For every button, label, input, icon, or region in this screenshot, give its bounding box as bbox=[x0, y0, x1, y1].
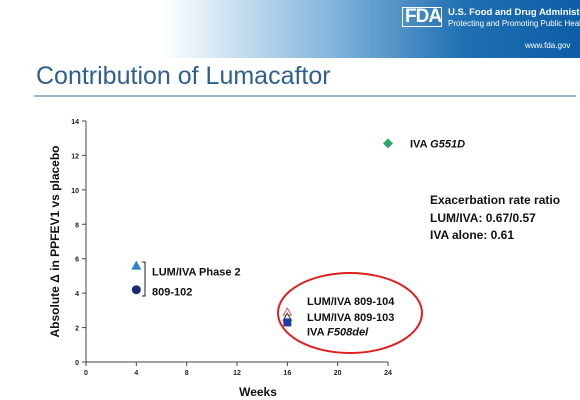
y-tick-label: 8 bbox=[75, 222, 79, 229]
annotation-part: LUM/IVA 809-104 bbox=[307, 296, 395, 308]
phase2-bracket bbox=[142, 261, 146, 297]
y-tick-label: 6 bbox=[75, 257, 79, 264]
agency-url[interactable]: www.fda.gov bbox=[525, 41, 571, 50]
x-tick-label: 20 bbox=[334, 370, 342, 377]
data-point-diamond bbox=[383, 138, 393, 149]
annotation-c103: LUM/IVA 809-103 bbox=[307, 312, 394, 324]
y-tick-label: 0 bbox=[75, 360, 79, 367]
data-point-square bbox=[283, 318, 292, 327]
fda-logo-frame bbox=[402, 7, 442, 27]
fda-logo-text: FDA bbox=[405, 6, 442, 27]
annotation-part: IVA bbox=[307, 327, 327, 339]
annotation-part: LUM/IVA Phase 2 bbox=[152, 266, 241, 278]
annotation-part: LUM/IVA 809-103 bbox=[307, 312, 394, 324]
fda-logo: FDA bbox=[402, 6, 442, 27]
data-point-circle bbox=[131, 285, 141, 295]
header-band bbox=[0, 0, 580, 58]
data-point-triangle bbox=[131, 260, 142, 270]
annotation-c104: LUM/IVA 809-104 bbox=[307, 296, 395, 308]
x-tick-label: 8 bbox=[185, 370, 189, 377]
y-tick-label: 10 bbox=[71, 188, 79, 195]
y-tick-label: 2 bbox=[75, 326, 79, 333]
agency-tagline: Protecting and Promoting Public Health bbox=[448, 19, 580, 28]
y-tick-label: 12 bbox=[71, 153, 79, 160]
annotation-f508: IVA F508del bbox=[307, 327, 369, 339]
y-tick-label: 14 bbox=[71, 119, 79, 126]
y-axis-label: Absolute Δ in PPFEV1 vs placebo bbox=[48, 145, 62, 337]
x-axis-label: Weeks bbox=[239, 385, 277, 399]
annotation-part: IVA bbox=[410, 138, 430, 150]
agency-name: U.S. Food and Drug Administration bbox=[448, 7, 580, 18]
annotation-phase2-a: LUM/IVA Phase 2 bbox=[152, 266, 241, 278]
slide-title: Contribution of Lumacaftor bbox=[36, 62, 331, 90]
highlight-ellipse bbox=[277, 272, 423, 354]
title-divider bbox=[34, 95, 576, 97]
exacerbation-heading: Exacerbation rate ratio bbox=[430, 193, 561, 207]
y-tick-label: 4 bbox=[75, 291, 79, 298]
x-tick-label: 4 bbox=[134, 370, 138, 377]
exacerbation-lum-iva: LUM/IVA: 0.67/0.57 bbox=[430, 211, 536, 225]
annotation-part: G551D bbox=[430, 138, 465, 150]
annotation-phase2-b: 809-102 bbox=[152, 287, 192, 299]
x-tick-label: 24 bbox=[384, 370, 392, 377]
annotation-part: F508del bbox=[327, 327, 369, 339]
x-tick-label: 0 bbox=[84, 370, 88, 377]
x-tick-label: 12 bbox=[233, 370, 241, 377]
annotation-iva-g551d: IVA G551D bbox=[410, 138, 465, 150]
exacerbation-iva-alone: IVA alone: 0.61 bbox=[430, 228, 515, 242]
x-tick-label: 16 bbox=[283, 370, 291, 377]
annotation-part: 809-102 bbox=[152, 287, 192, 299]
